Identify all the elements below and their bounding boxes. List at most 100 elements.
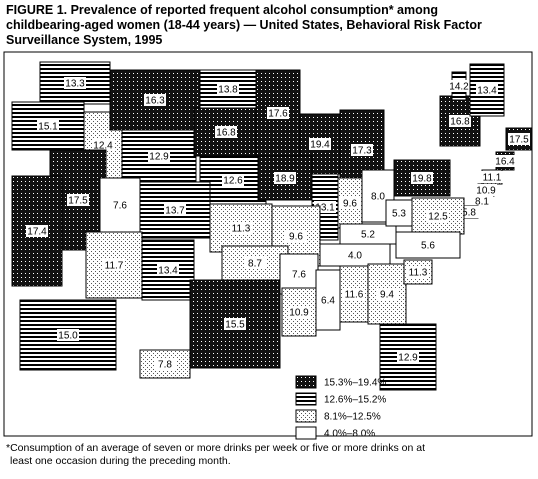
state-label: 17.5 — [509, 135, 529, 146]
legend-swatch — [295, 409, 317, 423]
states: 13.3 15.1 12.4 16.3 12.9 13.8 16.8 12.6 17.6 19.4… — [11, 61, 533, 391]
state-label: 13.7 — [165, 206, 185, 217]
state-label-bg — [397, 351, 419, 363]
state-label: 9.6 — [343, 199, 357, 210]
state-label-bg — [64, 77, 86, 89]
state-label-bg — [57, 329, 79, 341]
state-label: 11.1 — [483, 173, 502, 184]
state-label: 8.7 — [248, 259, 262, 270]
state-label-bg — [471, 195, 493, 207]
state-label: 5.3 — [392, 209, 406, 220]
state-label: 5.6 — [421, 241, 435, 252]
state-label-bg — [288, 306, 310, 318]
state-label-bg — [285, 230, 307, 242]
state-label: 9.4 — [380, 290, 394, 301]
state-label-bg — [449, 115, 471, 127]
state-label-bg — [164, 204, 186, 216]
state-label: 4.0 — [348, 251, 362, 262]
title-line: childbearing-aged women (18-44 years) — … — [6, 18, 482, 32]
state-label: 12.9 — [398, 353, 418, 364]
state-label: 13.4 — [477, 86, 497, 97]
state-label: 13.3 — [65, 79, 85, 90]
state-label: 10.9 — [476, 186, 496, 197]
map-frame — [3, 51, 533, 437]
state-label-bg — [508, 133, 530, 145]
state-label-bg — [476, 84, 498, 96]
state-label: 8.0 — [371, 192, 385, 203]
state-label-bg — [351, 144, 373, 156]
state-label-bg — [26, 225, 48, 237]
legend-label: 15.3%–19.4% — [324, 378, 386, 389]
state-label: 7.8 — [158, 360, 172, 371]
state-label-bg — [411, 172, 433, 184]
state-label: 9.6 — [289, 232, 303, 243]
legend-swatch — [295, 392, 317, 406]
title-line: FIGURE 1. Prevalence of reported frequen… — [6, 3, 438, 17]
state-label: 17.6 — [268, 109, 288, 120]
state-label: 8.1 — [475, 197, 489, 208]
state-label-bg — [217, 83, 239, 95]
state-label: 11.3 — [232, 224, 251, 235]
state-label: 13.8 — [218, 85, 238, 96]
state-label-bg — [144, 94, 166, 106]
state-label-bg — [230, 222, 252, 234]
state-label-bg — [475, 184, 497, 196]
state-label-bg — [37, 120, 59, 132]
state-label-bg — [357, 228, 379, 240]
state-label: 12.6 — [223, 176, 243, 187]
state-label-bg — [157, 264, 179, 276]
state-label-bg — [494, 155, 516, 167]
state-label-bg — [224, 318, 246, 330]
state-label-bg — [215, 126, 237, 138]
state-label-bg — [148, 150, 170, 162]
state-label-bg — [339, 197, 361, 209]
legend-swatch — [295, 375, 317, 389]
state-label-bg — [244, 257, 266, 269]
state-label: 5.8 — [462, 208, 476, 219]
state-label: 12.9 — [149, 152, 169, 163]
state-label-bg — [367, 190, 389, 202]
state-label-bg — [274, 172, 296, 184]
state-label: 13.1 — [315, 203, 335, 214]
state-label-bg — [288, 268, 310, 280]
state-label: 11.6 — [345, 290, 364, 301]
state-label-bg — [376, 288, 398, 300]
state-label-bg — [448, 80, 470, 92]
state-label-bg — [267, 107, 289, 119]
state-label: 11.3 — [409, 268, 428, 279]
state-label: 18.9 — [275, 174, 295, 185]
state-label: 17.5 — [68, 196, 88, 207]
state-label-bg — [92, 139, 114, 151]
legend: 15.3%–19.4% 12.6%–15.2% 8.1%–12.5% 4.0%–8.0… — [295, 375, 386, 440]
state-label-bg — [154, 358, 176, 370]
state-label: 16.4 — [495, 157, 515, 168]
state-label: 13.4 — [158, 266, 178, 277]
state-label-bg — [481, 171, 503, 183]
legend-label: 4.0%–8.0% — [324, 429, 375, 440]
legend-label: 12.6%–15.2% — [324, 395, 386, 406]
state-label: 15.0 — [58, 331, 78, 342]
state-label: 16.8 — [450, 117, 470, 128]
state-label-bg — [109, 199, 131, 211]
state-label-bg — [309, 138, 331, 150]
state-label-bg — [67, 194, 89, 206]
state-label: 12.5 — [428, 212, 448, 223]
legend-swatch — [295, 426, 317, 440]
state-label-bg — [317, 294, 339, 306]
state-label: 10.9 — [289, 308, 309, 319]
state-label-bg — [343, 288, 365, 300]
state-label-bg — [427, 210, 449, 222]
state-label: 7.6 — [113, 201, 127, 212]
state-label: 19.4 — [310, 140, 330, 151]
state-label: 16.3 — [145, 96, 165, 107]
state-label-bg — [388, 207, 410, 219]
state-label: 17.3 — [352, 146, 372, 157]
state-label: 17.4 — [27, 227, 47, 238]
state-label-bg — [344, 249, 366, 261]
state-label: 19.8 — [412, 174, 432, 185]
footnote: least one occasion during the preceding … — [10, 455, 231, 467]
state-label-bg — [103, 259, 125, 271]
state-label: 7.6 — [292, 270, 306, 281]
state-label: 15.1 — [38, 122, 58, 133]
